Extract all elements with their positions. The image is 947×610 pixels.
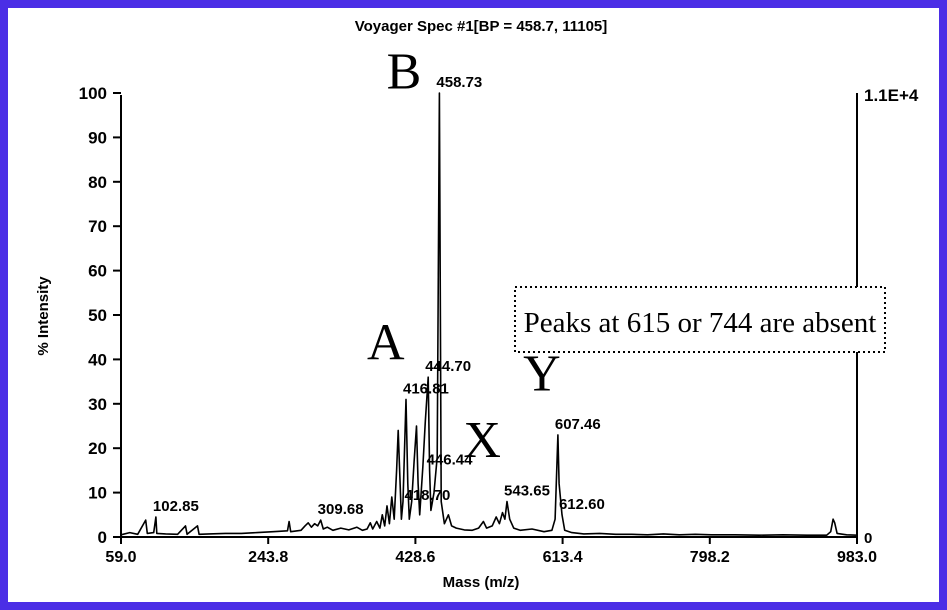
y-tick-label: 70 xyxy=(88,217,107,236)
y-tick-label: 20 xyxy=(88,439,107,458)
y-tick-label: 0 xyxy=(98,528,107,547)
peak-letter-y: Y xyxy=(523,345,561,402)
x-axis-label: Mass (m/z) xyxy=(443,574,520,591)
y-tick-label: 60 xyxy=(88,262,107,281)
x-tick-label: 243.8 xyxy=(248,549,288,566)
peak-label: 543.65 xyxy=(504,482,550,499)
peak-label: 102.85 xyxy=(153,498,199,515)
y-tick-label: 80 xyxy=(88,173,107,192)
right-axis-top-label: 1.1E+4 xyxy=(864,86,919,105)
peak-label: 418.70 xyxy=(405,487,451,504)
y-tick-label: 90 xyxy=(88,128,107,147)
peak-label: 444.70 xyxy=(425,358,471,375)
peak-letter-x: X xyxy=(463,412,501,469)
chart-title: Voyager Spec #1[BP = 458.7, 11105] xyxy=(355,18,608,35)
peak-label: 446.44 xyxy=(427,451,474,468)
y-tick-label: 10 xyxy=(88,484,107,503)
annotation-box xyxy=(514,286,886,353)
x-tick-label: 428.6 xyxy=(395,549,435,566)
annotation-text: Peaks at 615 or 744 are absent xyxy=(524,307,877,339)
spectrum-line xyxy=(120,92,858,536)
x-tick-label: 613.4 xyxy=(543,549,583,566)
y-tick-label: 30 xyxy=(88,395,107,414)
x-tick-label: 983.0 xyxy=(837,549,877,566)
right-axis-bottom-label: 0 xyxy=(864,530,872,547)
peak-labels: 102.85 309.68 416.81 418.70 444.70 446.44 458.… xyxy=(153,74,605,518)
y-tick-label: 40 xyxy=(88,350,107,369)
peak-label: 309.68 xyxy=(318,501,364,518)
peak-label: 458.73 xyxy=(436,74,482,91)
peak-letters: A B XY xyxy=(367,44,561,470)
y-axis-label: % Intensity xyxy=(35,276,52,356)
peak-label: 607.46 xyxy=(555,416,601,433)
x-tick-label: 59.0 xyxy=(105,549,136,566)
peak-letter-b: B xyxy=(387,44,422,101)
x-tick-label: 798.2 xyxy=(690,549,730,566)
peak-label: 612.60 xyxy=(559,496,605,513)
peak-label: 416.81 xyxy=(403,380,449,397)
y-tick-label: 50 xyxy=(88,306,107,325)
x-ticks: 59.0 243.8 428.6 613.4 798.2 983.0 xyxy=(105,537,877,566)
y-ticks: 0 10 20 30 40 50 60 70 80 90 100 xyxy=(79,84,121,547)
y-tick-label: 100 xyxy=(79,84,107,103)
peak-letter-a: A xyxy=(367,314,405,371)
